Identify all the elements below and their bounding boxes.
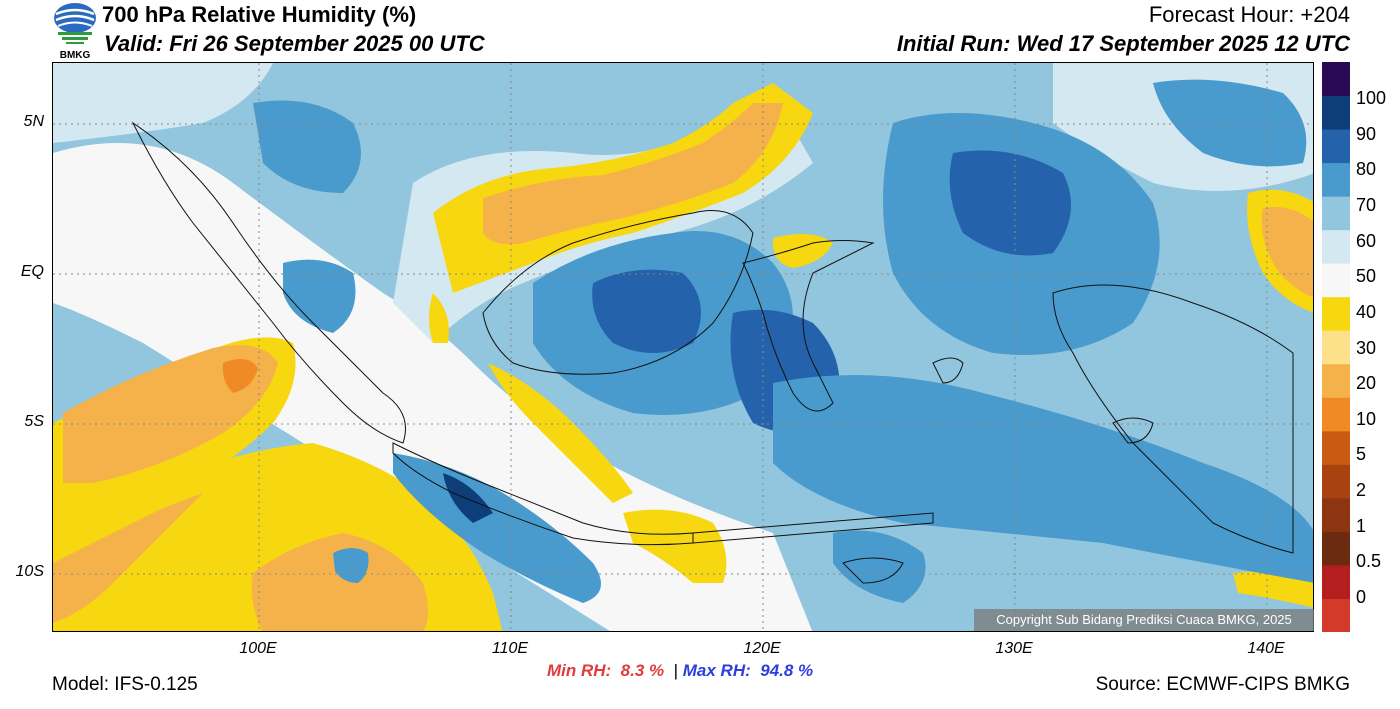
humidity-map — [52, 62, 1314, 632]
data-source: Source: ECMWF-CIPS BMKG — [1095, 674, 1350, 695]
colorbar-label: 5 — [1356, 444, 1367, 464]
copyright-notice: Copyright Sub Bidang Prediksi Cuaca BMKG… — [974, 609, 1314, 631]
valid-time: Valid: Fri 26 September 2025 00 UTC — [104, 31, 485, 56]
colorbar-swatch — [1322, 363, 1350, 398]
lat-label-10s: 10S — [15, 563, 44, 580]
lon-label-120e: 120E — [743, 640, 781, 657]
colorbar-swatch — [1322, 129, 1350, 164]
colorbar-label: 60 — [1356, 231, 1377, 251]
lat-label-5s: 5S — [24, 413, 44, 430]
colorbar-swatch — [1322, 397, 1350, 432]
humidity-field — [53, 63, 1313, 631]
colorbar-swatch — [1322, 497, 1350, 532]
lon-label-110e: 110E — [491, 640, 529, 657]
stats-separator: | — [673, 661, 679, 680]
colorbar-label: 30 — [1356, 338, 1377, 358]
colorbar-swatch — [1322, 62, 1350, 97]
colorbar-label: 0.5 — [1356, 551, 1382, 571]
max-rh: Max RH: 94.8 % — [682, 661, 814, 680]
colorbar-label: 100 — [1356, 88, 1387, 108]
initial-run: Initial Run: Wed 17 September 2025 12 UT… — [896, 31, 1350, 56]
colorbar-swatch — [1322, 296, 1350, 331]
lon-label-130e: 130E — [995, 640, 1033, 657]
colorbar-swatch — [1322, 162, 1350, 197]
colorbar-label: 0 — [1356, 587, 1367, 607]
colorbar-swatch — [1322, 430, 1350, 465]
model-name: Model: IFS-0.125 — [52, 674, 198, 695]
bmkg-logo: BMKG — [52, 2, 98, 61]
colorbar — [1322, 62, 1350, 632]
colorbar-swatch — [1322, 464, 1350, 499]
colorbar-label: 70 — [1356, 195, 1377, 215]
colorbar-swatch — [1322, 598, 1350, 632]
lat-label-5n: 5N — [23, 113, 44, 130]
colorbar-swatch — [1322, 196, 1350, 231]
colorbar-label: 80 — [1356, 159, 1377, 179]
logo-text: BMKG — [60, 50, 91, 60]
colorbar-label: 40 — [1356, 302, 1377, 322]
colorbar-swatch — [1322, 531, 1350, 566]
colorbar-label: 20 — [1356, 373, 1377, 393]
colorbar-label: 90 — [1356, 124, 1377, 144]
colorbar-swatch — [1322, 95, 1350, 130]
colorbar-swatch — [1322, 229, 1350, 264]
colorbar-swatch — [1322, 263, 1350, 298]
colorbar-label: 2 — [1356, 480, 1367, 500]
lon-label-140e: 140E — [1247, 640, 1285, 657]
rh-stats: Min RH: 8.3 % | Max RH: 94.8 % — [547, 661, 813, 681]
colorbar-swatch — [1322, 564, 1350, 599]
colorbar-swatch — [1322, 330, 1350, 365]
colorbar-label: 50 — [1356, 266, 1377, 286]
colorbar-label: 10 — [1356, 409, 1377, 429]
lat-label-eq: EQ — [20, 263, 44, 280]
colorbar-label: 1 — [1356, 516, 1367, 536]
lon-label-100e: 100E — [239, 640, 277, 657]
forecast-hour: Forecast Hour: +204 — [1148, 2, 1350, 27]
chart-title: 700 hPa Relative Humidity (%) — [102, 2, 417, 27]
min-rh: Min RH: 8.3 % — [547, 661, 665, 680]
